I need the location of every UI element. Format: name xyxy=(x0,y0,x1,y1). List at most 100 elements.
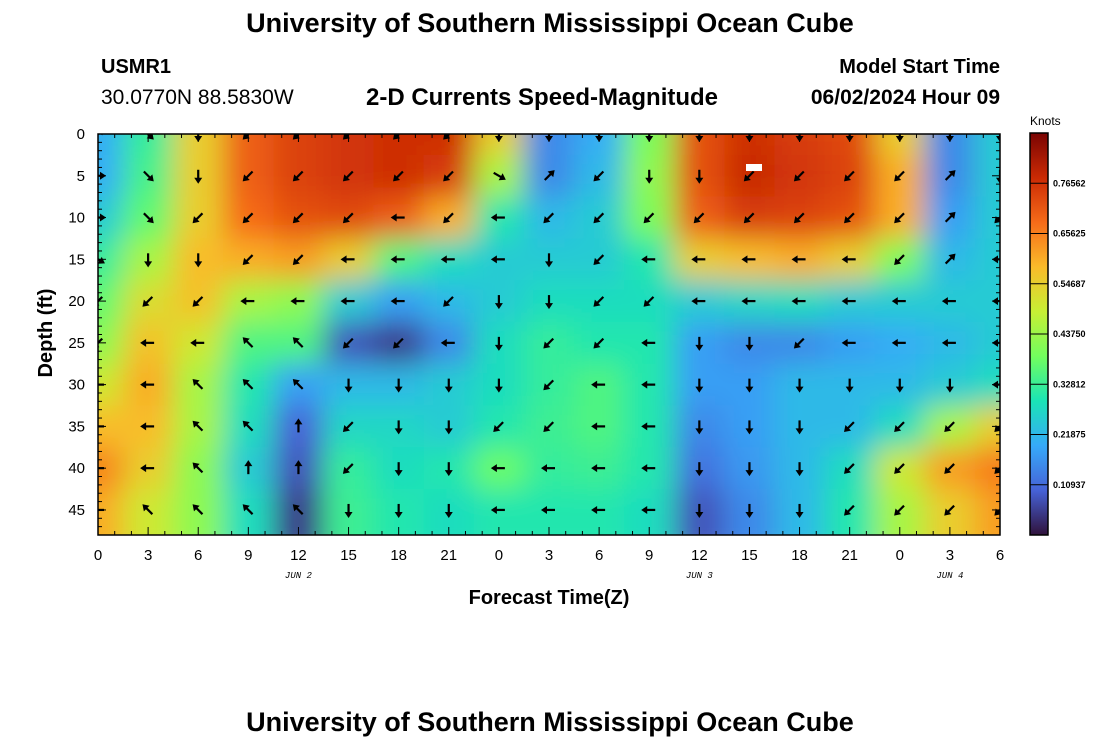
current-arrow xyxy=(741,255,756,264)
arrow-head xyxy=(494,344,503,351)
current-arrow xyxy=(695,378,704,393)
arrow-head xyxy=(394,428,403,435)
x-tick-label: 21 xyxy=(440,547,457,564)
arrow-head xyxy=(393,341,401,349)
current-arrow xyxy=(691,297,706,306)
arrow-head xyxy=(844,508,852,516)
current-arrow xyxy=(793,212,805,224)
arrow-head xyxy=(194,261,203,268)
current-arrow xyxy=(242,212,254,224)
arrow-head xyxy=(695,428,704,435)
current-arrow xyxy=(292,254,304,265)
arrow-head xyxy=(941,338,948,347)
current-arrow xyxy=(342,421,354,433)
current-arrow xyxy=(944,170,956,181)
current-arrow xyxy=(743,212,755,224)
heatmap-cell xyxy=(98,321,125,365)
x-tick-label: 9 xyxy=(645,547,653,564)
arrow-head xyxy=(90,381,96,389)
arrow-head xyxy=(944,466,952,474)
arrow-head xyxy=(290,297,297,306)
current-arrow xyxy=(192,462,204,474)
current-arrow xyxy=(192,504,204,515)
current-arrow xyxy=(743,170,755,182)
current-arrow xyxy=(543,337,555,349)
x-tick-label: 0 xyxy=(495,547,503,564)
current-arrow xyxy=(340,297,355,306)
current-arrow xyxy=(745,420,754,435)
arrow-head xyxy=(494,386,503,393)
x-tick-label: 6 xyxy=(996,547,1004,564)
arrow-head xyxy=(90,464,96,472)
date-label: JUN 2 xyxy=(285,571,313,581)
arrow-head xyxy=(294,418,303,425)
y-tick-label: 30 xyxy=(68,377,85,394)
current-arrow xyxy=(691,255,706,264)
current-arrow xyxy=(641,422,656,431)
current-arrow xyxy=(194,253,203,268)
current-arrow xyxy=(894,254,905,265)
arrow-head xyxy=(490,255,497,264)
current-arrow xyxy=(894,170,905,182)
heatmap-cell xyxy=(423,134,475,156)
current-arrow xyxy=(390,297,405,306)
current-arrow xyxy=(242,504,254,515)
heatmap-cell xyxy=(98,489,125,535)
arrow-head xyxy=(192,299,200,307)
y-tick-label: 40 xyxy=(68,460,85,477)
arrow-head xyxy=(242,504,250,512)
y-tick-label: 5 xyxy=(77,168,85,185)
current-arrow xyxy=(643,296,655,307)
current-arrow xyxy=(98,255,105,264)
current-arrow xyxy=(290,297,305,306)
arrow-head xyxy=(641,422,648,431)
arrow-head xyxy=(142,504,150,512)
arrow-head xyxy=(142,299,150,307)
x-tick-label: 0 xyxy=(896,547,904,564)
arrow-head xyxy=(743,174,751,182)
arrow-head xyxy=(691,297,698,306)
current-arrow xyxy=(791,255,806,264)
colorbar: 0.10937 0.21875 0.32812 0.43750 0.54687 0.656… xyxy=(1029,132,1086,536)
current-arrow xyxy=(444,462,453,477)
heatmap-cell xyxy=(473,489,525,535)
current-arrow xyxy=(545,295,553,310)
current-arrow xyxy=(591,505,606,514)
arrow-head xyxy=(944,508,952,516)
arrow-head xyxy=(394,470,403,477)
current-arrow xyxy=(493,171,506,181)
arrow-head xyxy=(444,511,453,518)
arrow-head xyxy=(941,297,948,306)
arrow-head xyxy=(547,170,555,178)
arrow-head xyxy=(643,299,651,307)
arrow-head xyxy=(795,511,804,518)
current-arrow xyxy=(793,337,805,349)
x-tick-label: 21 xyxy=(841,547,858,564)
current-arrow xyxy=(891,297,906,306)
heatmap-cell xyxy=(624,134,676,156)
current-arrow xyxy=(641,338,656,347)
current-arrow xyxy=(996,134,1000,142)
heatmap-cell xyxy=(273,134,325,156)
colorbar-tick-label: 0.10937 xyxy=(1053,480,1086,490)
arrow-head xyxy=(140,338,147,347)
current-arrow xyxy=(641,464,656,473)
current-arrow xyxy=(894,463,905,474)
current-arrow xyxy=(194,169,203,184)
current-arrow xyxy=(841,255,856,264)
arrow-head xyxy=(292,337,300,345)
colorbar-tick-label: 0.43750 xyxy=(1053,329,1086,339)
colorbar-tick-label: 0.54687 xyxy=(1053,279,1086,289)
current-arrow xyxy=(340,255,355,264)
current-arrow xyxy=(494,378,503,393)
x-tick-label: 12 xyxy=(691,547,708,564)
arrow-head xyxy=(895,386,904,393)
current-arrow xyxy=(493,421,504,433)
arrow-head xyxy=(144,261,153,268)
arrow-head xyxy=(344,511,353,518)
current-arrow xyxy=(242,254,254,265)
arrow-head xyxy=(490,464,497,473)
current-arrow xyxy=(941,297,956,306)
arrow-head xyxy=(645,177,654,184)
